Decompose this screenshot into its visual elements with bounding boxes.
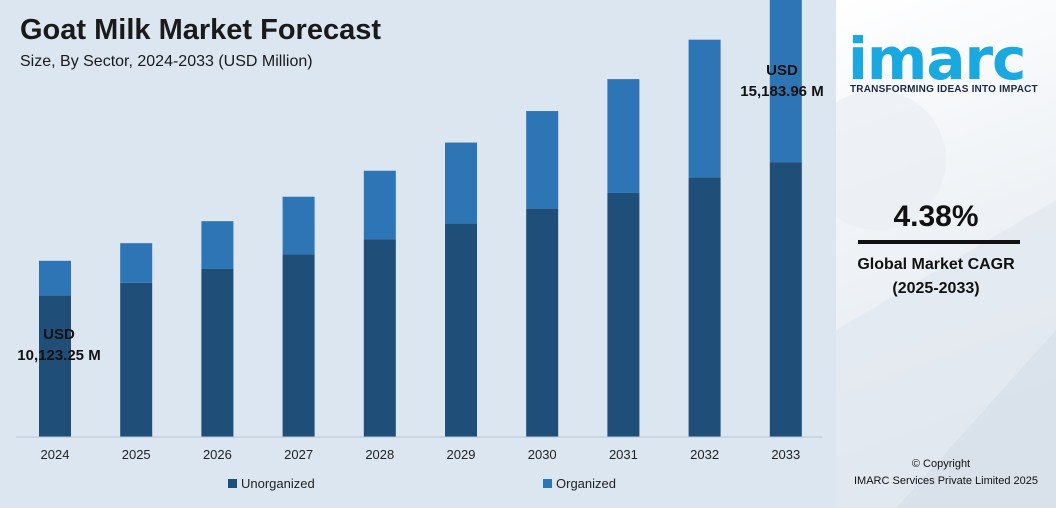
- bar-unorganized-2026: [201, 268, 234, 437]
- x-tick-label-2030: 2030: [528, 447, 557, 462]
- bar-organized-2025: [120, 243, 153, 283]
- bar-organized-2027: [282, 196, 315, 255]
- legend-swatch-unorganized: [228, 479, 237, 488]
- cagr-period: (2025-2033): [892, 280, 980, 297]
- x-tick-labels: 2024 2025 2026 2027 2028 2029 2030 2031 2032 2033: [41, 447, 801, 462]
- bar-organized-2028: [363, 170, 396, 240]
- bar-unorganized-2030: [526, 208, 559, 437]
- bar-unorganized-2025: [120, 282, 153, 437]
- x-tick-label-2033: 2033: [771, 447, 800, 462]
- x-tick-label-2028: 2028: [365, 447, 394, 462]
- bar-unorganized-2027: [282, 254, 315, 437]
- bar-organized-2029: [445, 142, 477, 224]
- company-name: IMARC Services Private Limited 2025: [853, 475, 1038, 487]
- chart-title: Goat Milk Market Forecast: [20, 14, 381, 46]
- imarc-logo: imarc: [848, 30, 1048, 90]
- chart-subtitle: Size, By Sector, 2024-2033 (USD Million): [20, 53, 313, 70]
- x-tick-label-2026: 2026: [203, 447, 232, 462]
- x-tick-label-2024: 2024: [41, 447, 70, 462]
- cagr-value: 4.38%: [893, 200, 979, 233]
- end-annotation-line2: 15,183.96 M: [740, 83, 823, 100]
- bar-organized-2024: [39, 260, 71, 296]
- side-panel: imarc TRANSFORMING IDEAS INTO IMPACT 4.3…: [836, 0, 1056, 508]
- end-annotation-line1: USD: [766, 62, 798, 79]
- x-tick-label-2031: 2031: [609, 447, 638, 462]
- bar-organized-2031: [607, 79, 640, 193]
- bar-unorganized-2032: [688, 177, 721, 437]
- bars-group: [39, 0, 802, 437]
- bar-unorganized-2029: [445, 223, 477, 437]
- start-annotation-line2: 10,123.25 M: [17, 347, 100, 364]
- logo-wordmark: imarc: [848, 25, 1026, 93]
- chart-panel: Goat Milk Market Forecast Size, By Secto…: [0, 0, 836, 508]
- cagr-divider: [858, 240, 1020, 244]
- logo-tagline: TRANSFORMING IDEAS INTO IMPACT: [850, 84, 1038, 95]
- bar-unorganized-2028: [363, 239, 396, 437]
- legend-label-unorganized: Unorganized: [241, 476, 315, 491]
- x-tick-label-2027: 2027: [284, 447, 313, 462]
- bar-organized-2030: [526, 111, 559, 209]
- x-tick-label-2025: 2025: [122, 447, 151, 462]
- bar-unorganized-2031: [607, 192, 640, 437]
- bar-organized-2033: [769, 0, 802, 163]
- copyright-notice: © Copyright: [911, 458, 971, 470]
- x-tick-label-2032: 2032: [690, 447, 719, 462]
- bar-chart: 2024 2025 2026 2027 2028 2029 2030 2031 2032 2033…: [16, 0, 824, 491]
- x-tick-label-2029: 2029: [447, 447, 476, 462]
- legend-label-organized: Organized: [556, 476, 616, 491]
- background-decoration: [836, 90, 1056, 508]
- legend-swatch-organized: [543, 479, 552, 488]
- legend: Unorganized Organized: [228, 476, 616, 491]
- bar-unorganized-2033: [769, 162, 802, 437]
- bar-organized-2026: [201, 221, 234, 269]
- bar-organized-2032: [688, 39, 721, 178]
- cagr-label: Global Market CAGR: [857, 256, 1015, 273]
- bar-unorganized-2024: [39, 295, 71, 437]
- start-annotation-line1: USD: [43, 326, 75, 343]
